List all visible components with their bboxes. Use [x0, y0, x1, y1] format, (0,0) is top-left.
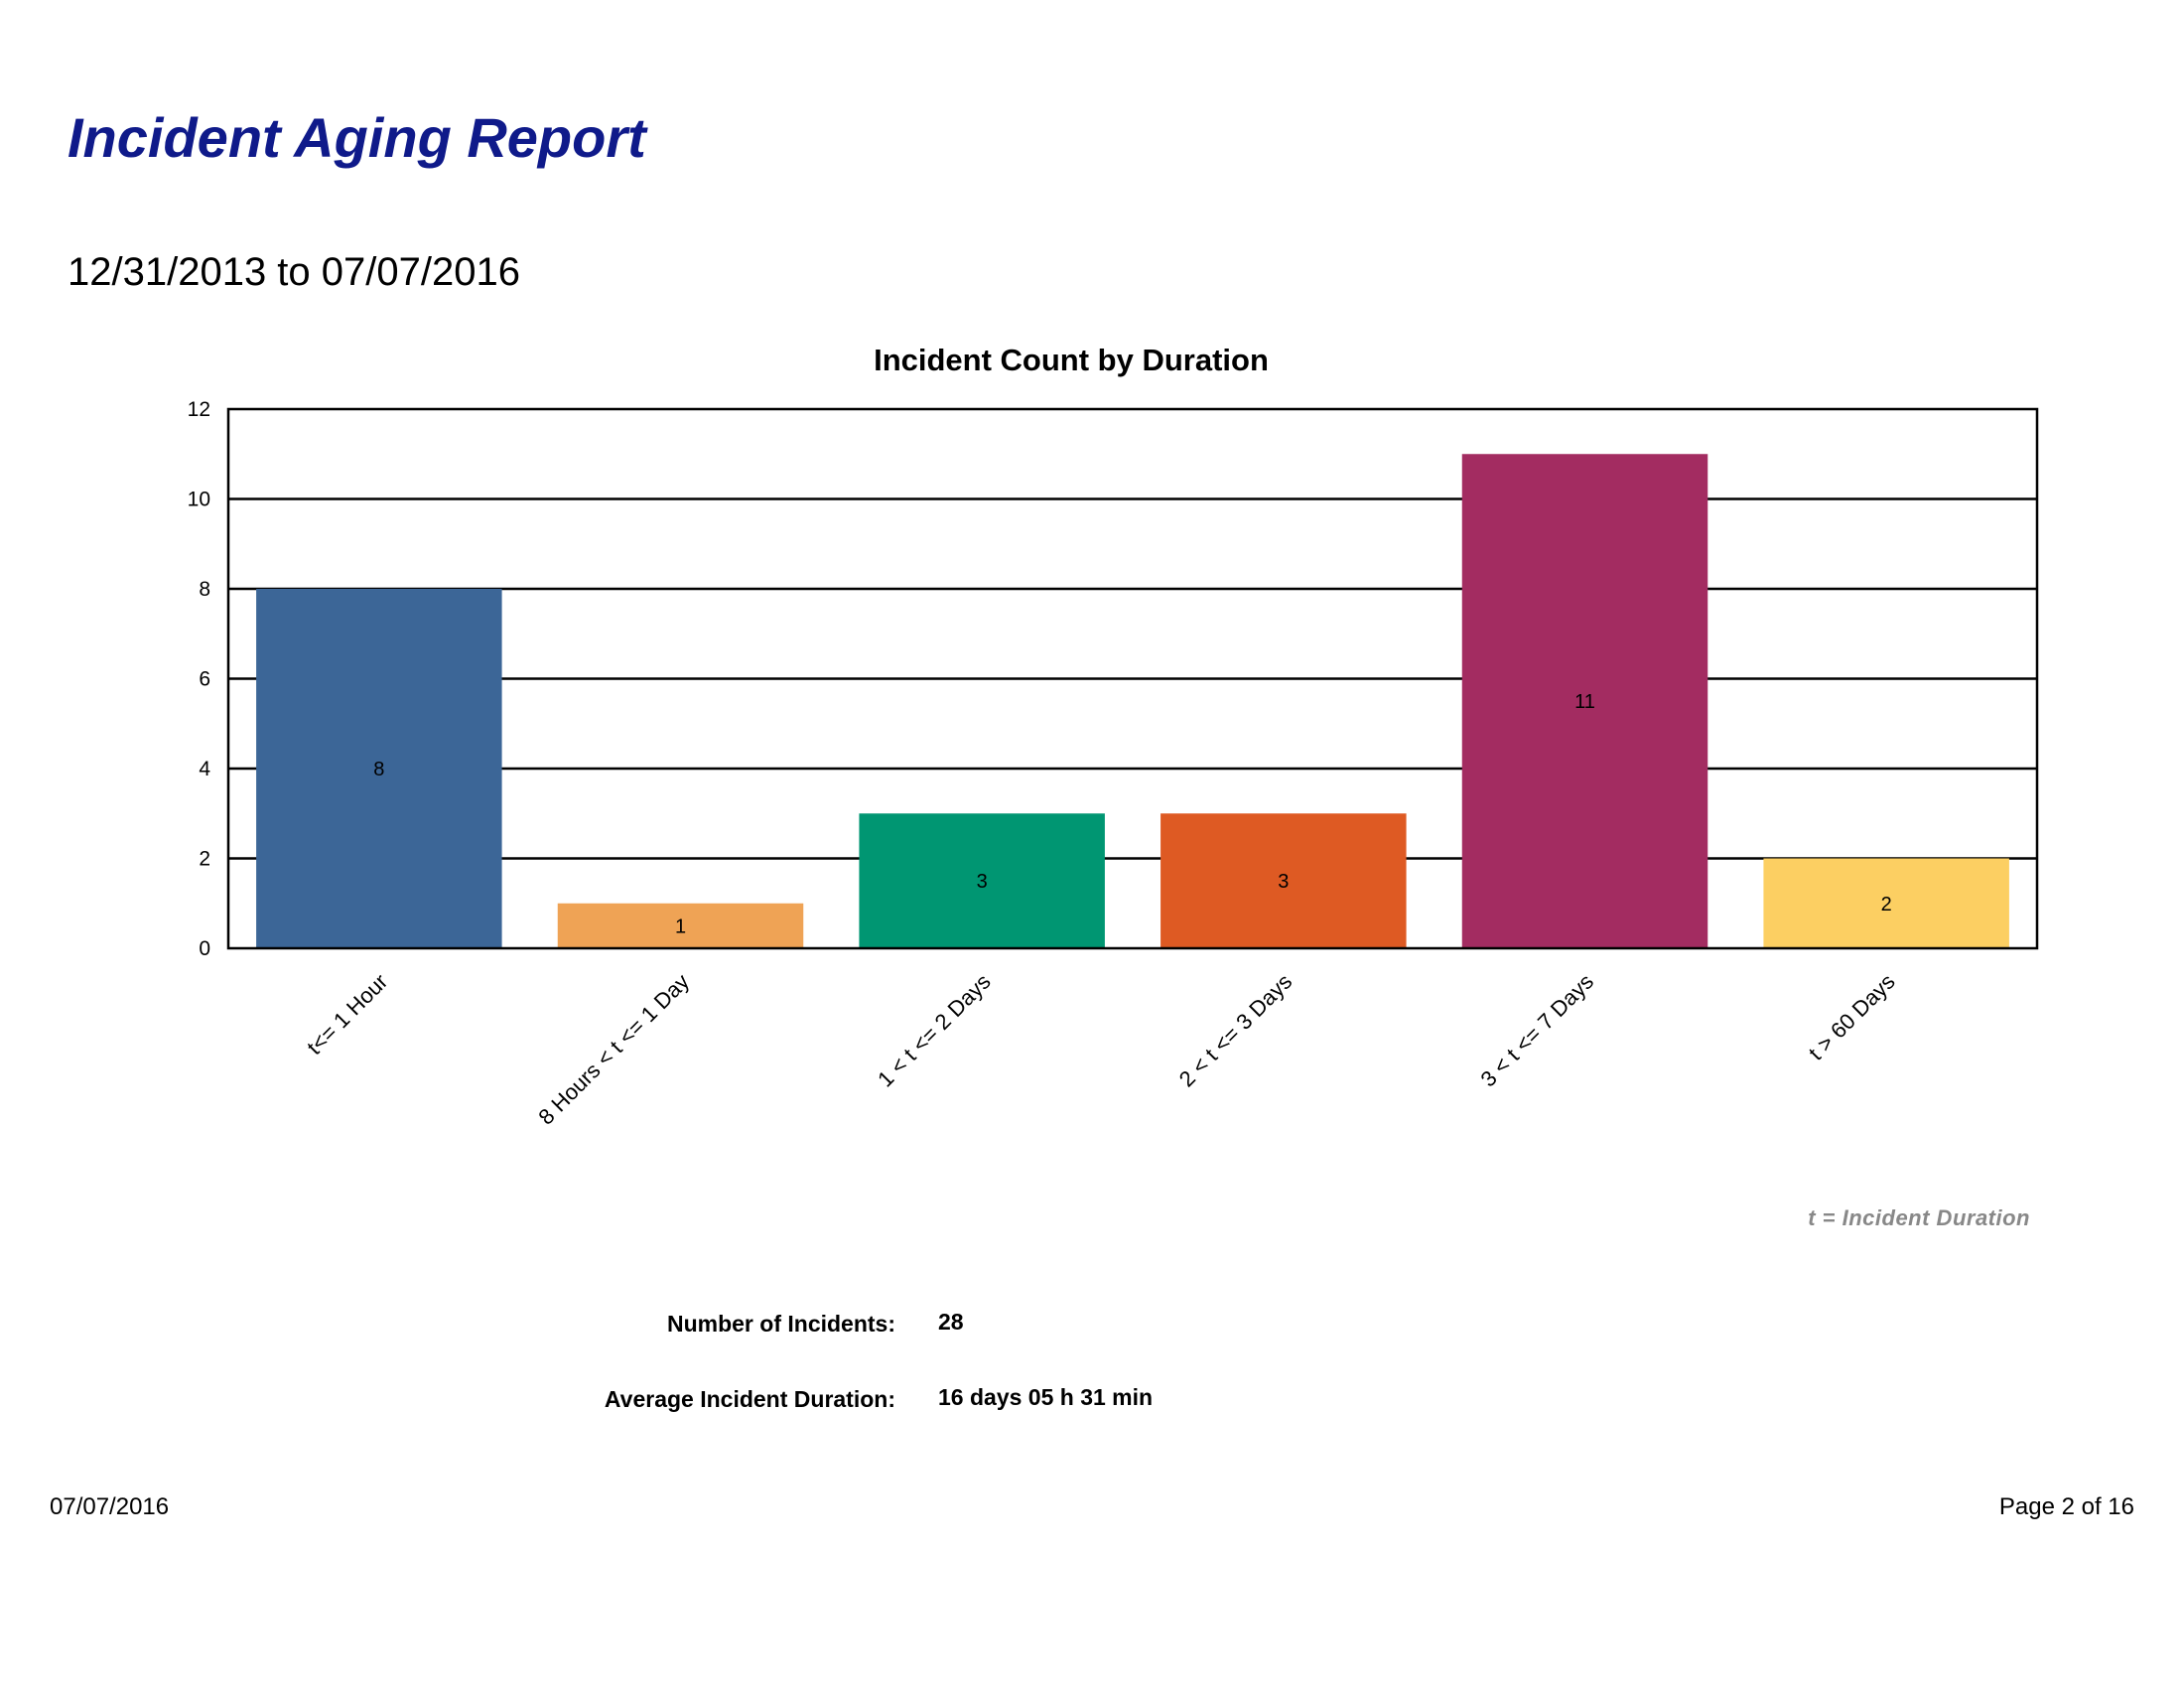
bars: 8 1 3 3 11 2	[256, 454, 2009, 948]
incidents-count-label: Number of Incidents:	[666, 1311, 895, 1337]
bar	[256, 589, 502, 948]
avg-duration-value: 16 days 05 h 31 min	[938, 1384, 1154, 1410]
duration-note: t = Incident Duration	[1808, 1205, 2030, 1230]
y-tick-label: 2	[199, 848, 210, 871]
x-tick-label: 8 Hours < t <= 1 Day	[533, 969, 694, 1130]
incidents-count-value: 28	[938, 1309, 964, 1335]
bar-value-label: 8	[373, 759, 384, 780]
y-tick-label: 10	[188, 489, 210, 511]
y-axis-ticks: 0 2 4 6 8 10 12	[188, 398, 211, 960]
x-tick-label: 3 < t <= 7 Days	[1475, 969, 1598, 1092]
y-tick-label: 0	[199, 937, 210, 960]
bar-value-label: 3	[1278, 871, 1289, 893]
bar	[1763, 858, 2009, 948]
x-tick-label: 1 < t <= 2 Days	[873, 969, 996, 1092]
bar-value-label: 1	[675, 916, 686, 937]
chart-title: Incident Count by Duration	[874, 343, 1269, 377]
bar	[557, 903, 804, 948]
report-title: Incident Aging Report	[68, 106, 646, 169]
avg-duration-label: Average Incident Duration:	[604, 1386, 895, 1412]
y-tick-label: 4	[199, 758, 210, 780]
bar-value-label: 2	[1881, 894, 1892, 916]
bar	[859, 813, 1105, 948]
y-tick-label: 8	[199, 578, 210, 601]
bar	[1461, 454, 1708, 948]
x-tick-label: 2 < t <= 3 Days	[1174, 969, 1297, 1092]
x-tick-label: t > 60 Days	[1804, 969, 1900, 1065]
y-tick-label: 6	[199, 668, 210, 691]
bar	[1160, 813, 1407, 948]
footer-date: 07/07/2016	[50, 1493, 170, 1520]
date-range: 12/31/2013 to 07/07/2016	[68, 250, 520, 294]
grid-lines	[228, 497, 2037, 860]
y-tick-label: 12	[188, 398, 210, 421]
page-number: Page 2 of 16	[1998, 1493, 2134, 1520]
plot-frame	[226, 407, 2039, 950]
x-axis-ticks: t<= 1 Hour 8 Hours < t <= 1 Day 1 < t <= 2…	[302, 969, 1900, 1130]
bar-value-label: 11	[1574, 691, 1595, 713]
x-tick-label: t<= 1 Hour	[302, 969, 392, 1059]
bar-value-label: 3	[977, 871, 988, 893]
